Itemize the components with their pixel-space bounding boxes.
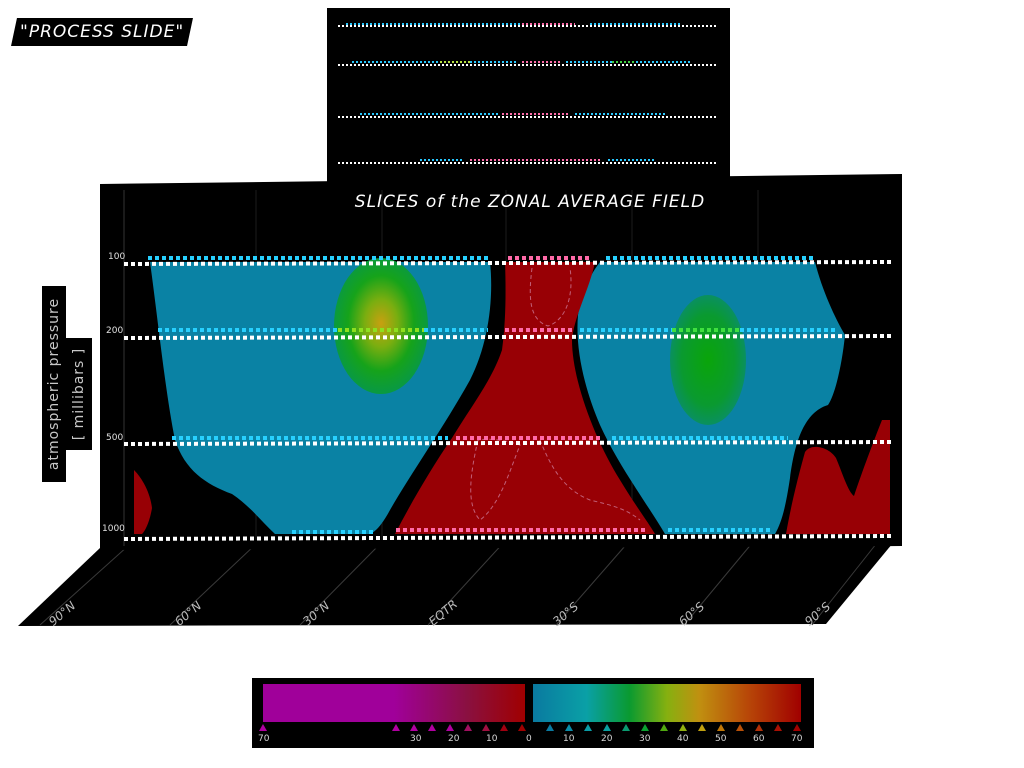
cb-tick-zero: 0 [526,734,532,744]
y-axis-label-box: atmospheric pressure [42,286,66,482]
easterly-region-south-pole [786,420,890,534]
pressure-label-1000: 1000 [102,524,125,534]
cb-tick-right-60: 60 [753,734,765,744]
slice-line-200 [123,328,893,340]
top-slice-200 [338,61,718,66]
slice-line-1000 [123,528,893,541]
colorbar-markers-right [546,724,801,731]
top-slice-1000 [338,159,718,164]
colorbar-westerly [533,684,801,722]
top-slice-500 [338,113,718,118]
cb-tick-left-70: 70 [258,734,270,744]
cb-tick-right-40: 40 [677,734,689,744]
easterly-region-north-pole [134,470,152,534]
floor-grid [39,533,885,626]
cb-tick-left-10: 10 [486,734,498,744]
pressure-label-500: 500 [106,433,124,443]
chart-title: SLICES of the ZONAL AVERAGE FIELD [354,192,706,212]
colorbar-easterly [263,684,525,722]
easterly-contours [470,267,641,521]
southern-jet-max [670,295,746,425]
y-axis-unit: [ millibars ] [71,347,87,441]
cb-tick-right-10: 10 [563,734,575,744]
top-slices-panel [327,8,730,190]
colorbar-markers-left [259,724,526,731]
pressure-label-100: 100 [108,252,126,262]
top-slice-100 [338,23,718,27]
pressure-label-200: 200 [106,326,124,336]
latitude-floor [18,532,902,626]
cb-tick-right-50: 50 [715,734,727,744]
cb-tick-right-30: 30 [639,734,651,744]
slice-line-500 [123,436,893,446]
northern-jet-max [334,258,428,394]
slice-line-100 [123,256,893,266]
cb-tick-right-20: 20 [601,734,613,744]
y-axis-unit-box: [ millibars ] [66,338,92,450]
easterly-region [395,262,655,534]
cb-tick-right-70: 70 [791,734,803,744]
y-axis-label: atmospheric pressure [46,297,62,471]
cb-tick-left-20: 20 [448,734,460,744]
cb-tick-left-30: 30 [410,734,422,744]
process-slide-tag-text: "PROCESS SLIDE" [19,22,185,42]
process-slide-tag: "PROCESS SLIDE" [11,18,193,46]
